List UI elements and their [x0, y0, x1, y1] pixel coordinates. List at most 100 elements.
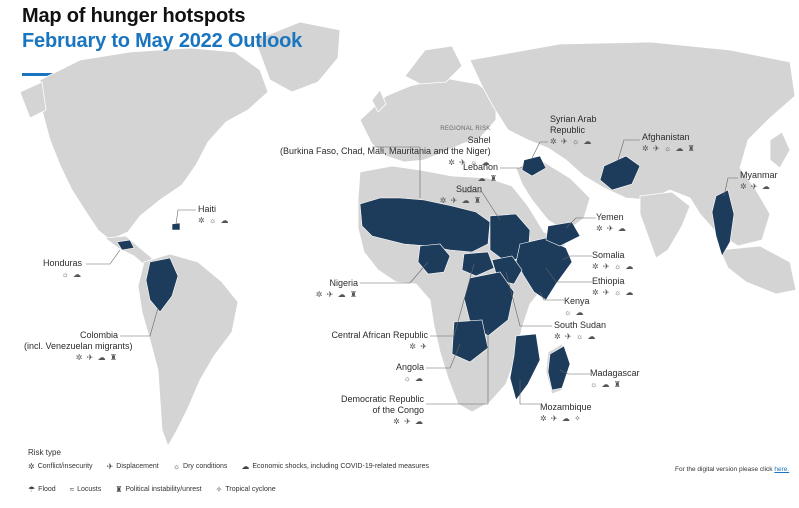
locusts-icon: ≈ [69, 485, 75, 494]
south-sudan-name: South Sudan [554, 320, 607, 330]
title-accent-rule [22, 73, 72, 76]
angola-label: Angola ☼ ☁ [380, 362, 424, 384]
colombia-shape [145, 257, 179, 313]
conflict-icon: ✲ [28, 462, 35, 471]
uk [371, 89, 387, 113]
sudan-name: Sudan [455, 184, 482, 194]
legend-item-economic: ☁ Economic shocks, including COVID-19-re… [241, 462, 429, 471]
leader-mozambique [519, 380, 540, 405]
legend-label-locusts: Locusts [77, 486, 102, 493]
afghanistan-name: Afghanistan [642, 132, 690, 142]
sahel-countries: (Burkina Faso, Chad, Mali, Mauritania an… [280, 146, 491, 156]
sahel-label: REGIONAL RISK Sahel (Burkina Faso, Chad,… [280, 124, 491, 168]
lebanon-name: Lebanon [462, 162, 498, 172]
legend-row-1: ✲ Conflict/insecurity ✈ Displacement ☼ D… [28, 462, 429, 471]
regional-risk-tag: REGIONAL RISK [440, 126, 491, 132]
syria-risk-icons: ✲ ✈ ☼ ☁ [550, 137, 593, 146]
page-subtitle: February to May 2022 Outlook [22, 30, 303, 52]
sahel-risk-icons: ✲ ✈ ☼ ☁ [448, 158, 491, 167]
kenya-risk-icons: ☼ ☁ [564, 308, 585, 317]
kenya-name: Kenya [564, 296, 590, 306]
somalia-label: Somalia ✲ ✈ ☼ ☁ [592, 250, 634, 272]
yemen-name: Yemen [596, 212, 624, 222]
leader-colombia [120, 307, 159, 337]
leader-lines [86, 139, 738, 405]
nigeria-label: Nigeria ✲ ✈ ☁ ♜ [300, 278, 358, 300]
afghanistan-risk-icons: ✲ ✈ ☼ ☁ ♜ [642, 144, 696, 153]
legend-title: Risk type [28, 448, 61, 457]
alaska [19, 81, 47, 119]
madagascar-label: Madagascar ☼ ☁ ♜ [590, 368, 640, 390]
madagascar-risk-icons: ☼ ☁ ♜ [590, 380, 622, 389]
leader-ethiopia [545, 267, 592, 283]
legend-label-displacement: Displacement [116, 463, 159, 470]
yemen-label: Yemen ✲ ✈ ☁ [596, 212, 627, 234]
lebanon-risk-icons: ☁ ♜ [477, 174, 498, 183]
car-label: Central African Republic ✲ ✈ [310, 330, 428, 352]
drc-shape [463, 271, 515, 337]
honduras-risk-icons: ☼ ☁ [61, 270, 82, 279]
leader-haiti [175, 209, 196, 225]
ethiopia-name: Ethiopia [592, 276, 625, 286]
legend-label-conflict: Conflict/insecurity [37, 463, 93, 470]
legend-label-flood: Flood [38, 486, 56, 493]
asia [469, 41, 796, 247]
colombia-risk-icons: ✲ ✈ ☁ ♜ [75, 353, 118, 362]
kenya-label: Kenya ☼ ☁ [564, 296, 590, 318]
nigeria-name: Nigeria [329, 278, 358, 288]
myanmar-name: Myanmar [740, 170, 778, 180]
south-sudan-label: South Sudan ✲ ✈ ☼ ☁ [554, 320, 606, 342]
angola-name: Angola [395, 362, 424, 372]
political-instability-icon: ♜ [115, 485, 123, 494]
leader-afghanistan [617, 139, 640, 161]
legend-label-economic: Economic shocks, including COVID-19-rela… [252, 463, 430, 470]
sahel-name: Sahel [467, 135, 491, 145]
legend-item-locusts: ≈ Locusts [70, 485, 102, 494]
antarctic-edge [0, 500, 799, 507]
arabia [515, 161, 591, 233]
colombia-sub: (incl. Venezuelan migrants) [24, 341, 133, 351]
tropical-cyclone-icon: ✧ [215, 485, 223, 494]
afghanistan-label: Afghanistan ✲ ✈ ☼ ☁ ♜ [642, 132, 696, 154]
digital-version-note: For the digital version please click her… [675, 466, 789, 473]
haiti-label: Haiti ✲ ☼ ☁ [198, 204, 229, 226]
scandinavia [404, 45, 463, 85]
myanmar-shape [711, 189, 735, 257]
syria-name: Syrian Arab [550, 114, 597, 124]
yemen-shape [545, 221, 581, 247]
south-sudan-risk-icons: ✲ ✈ ☼ ☁ [554, 332, 597, 341]
ethiopia-label: Ethiopia ✲ ✈ ☼ ☁ [592, 276, 634, 298]
legend-label-cyclone: Tropical cyclone [225, 486, 276, 493]
madagascar-name: Madagascar [590, 368, 640, 378]
legend-item-dry: ☼ Dry conditions [173, 462, 228, 471]
myanmar-label: Myanmar ✲ ✈ ☁ [740, 170, 778, 192]
haiti-name: Haiti [198, 204, 217, 214]
legend-item-conflict: ✲ Conflict/insecurity [28, 462, 93, 471]
mozambique-name: Mozambique [540, 402, 592, 412]
leader-lebanon [500, 165, 525, 169]
japan [769, 131, 791, 169]
car-name: Central African Republic [331, 330, 428, 340]
somalia-risk-icons: ✲ ✈ ☼ ☁ [592, 262, 635, 271]
risk-legend: Risk type ✲ Conflict/insecurity ✈ Displa… [28, 448, 429, 508]
syria-shape [521, 155, 547, 177]
digital-version-link[interactable]: here. [774, 466, 790, 473]
dry-conditions-icon: ☼ [172, 462, 181, 471]
legend-item-political: ♜ Political instability/unrest [115, 485, 201, 494]
legend-row-2: ☂ Flood ≈ Locusts ♜ Political instabilit… [28, 485, 429, 494]
legend-label-dry: Dry conditions [183, 463, 228, 470]
hotspot-regions [116, 155, 735, 401]
legend-item-flood: ☂ Flood [28, 485, 56, 494]
leader-honduras [86, 249, 121, 265]
displacement-icon: ✈ [106, 462, 114, 471]
mozambique-risk-icons: ✲ ✈ ☁ ✧ [540, 414, 582, 423]
leader-myanmar [723, 177, 738, 197]
angola-shape [451, 319, 489, 363]
drc-risk-icons: ✲ ✈ ☁ [393, 417, 424, 426]
drc-label: Democratic Republic of the Congo ✲ ✈ ☁ [326, 394, 424, 427]
north-america [39, 47, 269, 241]
leader-angola [426, 343, 461, 369]
leader-yemen [565, 217, 596, 229]
car-risk-icons: ✲ ✈ [409, 342, 428, 351]
